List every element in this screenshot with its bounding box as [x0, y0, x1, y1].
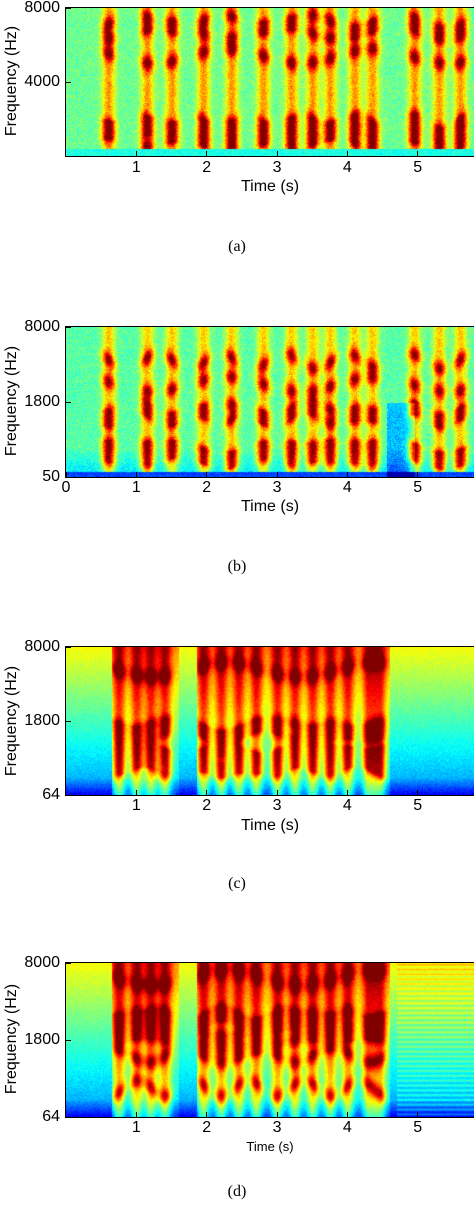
x-tick-label: 5 [413, 797, 423, 814]
y-tick-mark [66, 81, 71, 83]
caption-b: (b) [227, 558, 247, 575]
y-tick-mark [66, 7, 71, 9]
x-axis-label-a: Time (s) [240, 178, 300, 195]
y-tick-label: 8000 [24, 318, 60, 335]
x-tick-mark [346, 472, 348, 477]
x-tick-label: 2 [202, 159, 212, 176]
x-tick-mark [346, 1112, 348, 1117]
y-tick-label: 1800 [24, 393, 60, 410]
y-tick-label: 8000 [24, 0, 60, 16]
x-tick-label: 1 [131, 797, 141, 814]
x-tick-mark [135, 1112, 137, 1117]
x-tick-mark [346, 151, 348, 156]
y-tick-mark [66, 962, 71, 964]
x-tick-mark [206, 1112, 208, 1117]
x-tick-label: 4 [342, 797, 352, 814]
x-axis-label-b: Time (s) [240, 498, 300, 515]
x-tick-label: 3 [272, 479, 282, 496]
x-tick-mark [417, 472, 419, 477]
x-tick-label: 0 [61, 479, 71, 496]
spectrogram-a [66, 8, 474, 156]
x-tick-mark [276, 472, 278, 477]
x-tick-label: 4 [342, 159, 352, 176]
panel-b: 0 1 2 3 4 5 50 1800 8000 Frequency (Hz) Time (s)… [0, 0, 474, 600]
caption-c: (c) [228, 875, 246, 892]
x-tick-mark [206, 472, 208, 477]
panel-a: 1 2 3 4 5 4000 8000 Frequency (Hz) Time (s) (a… [0, 0, 474, 270]
x-tick-label: 2 [202, 797, 212, 814]
y-tick-label: 8000 [24, 954, 60, 971]
x-tick-label: 2 [202, 1119, 212, 1136]
y-tick-mark [66, 476, 71, 478]
spectrogram-c [66, 647, 474, 795]
x-tick-label: 3 [272, 1119, 282, 1136]
x-tick-mark [276, 790, 278, 795]
spectrogram-d [66, 963, 474, 1117]
x-axis-label-d: Time (s) [246, 1139, 294, 1154]
x-axis-label-c: Time (s) [240, 817, 300, 834]
y-tick-mark [66, 646, 71, 648]
x-tick-label: 2 [202, 479, 212, 496]
y-tick-label: 8000 [24, 638, 60, 655]
y-tick-mark [66, 794, 71, 796]
x-tick-mark [206, 790, 208, 795]
x-tick-label: 4 [342, 1119, 352, 1136]
y-axis-label-d: Frequency (Hz) [3, 983, 20, 1095]
y-tick-mark [66, 401, 71, 403]
x-tick-label: 1 [131, 159, 141, 176]
y-tick-mark [66, 720, 71, 722]
y-tick-mark [66, 326, 71, 328]
x-tick-mark [346, 790, 348, 795]
x-tick-mark [135, 790, 137, 795]
y-tick-mark [66, 1039, 71, 1041]
x-tick-label: 5 [413, 159, 423, 176]
caption-d: (d) [227, 1183, 247, 1200]
x-tick-label: 5 [413, 1119, 423, 1136]
x-tick-mark [276, 151, 278, 156]
y-tick-label: 50 [42, 468, 60, 485]
y-tick-label: 64 [42, 786, 60, 803]
x-tick-mark [276, 1112, 278, 1117]
x-tick-label: 1 [131, 1119, 141, 1136]
x-tick-label: 3 [272, 159, 282, 176]
x-tick-mark [417, 1112, 419, 1117]
y-tick-label: 64 [42, 1108, 60, 1125]
y-tick-label: 1800 [24, 1031, 60, 1048]
y-tick-mark [66, 1116, 71, 1118]
x-tick-mark [417, 790, 419, 795]
y-tick-label: 4000 [24, 73, 60, 90]
x-tick-label: 5 [413, 479, 423, 496]
x-tick-mark [135, 472, 137, 477]
y-tick-label: 1800 [24, 712, 60, 729]
panel-c: 1 2 3 4 5 64 1800 8000 Frequency (Hz) Time (s) … [3, 638, 474, 892]
x-tick-label: 3 [272, 797, 282, 814]
caption-a: (a) [228, 238, 246, 255]
x-tick-label: 4 [342, 479, 352, 496]
x-tick-label: 1 [131, 479, 141, 496]
x-tick-mark [417, 151, 419, 156]
x-tick-mark [206, 151, 208, 156]
x-tick-mark [65, 472, 67, 477]
spectrogram-b [66, 327, 474, 477]
x-tick-mark [135, 151, 137, 156]
